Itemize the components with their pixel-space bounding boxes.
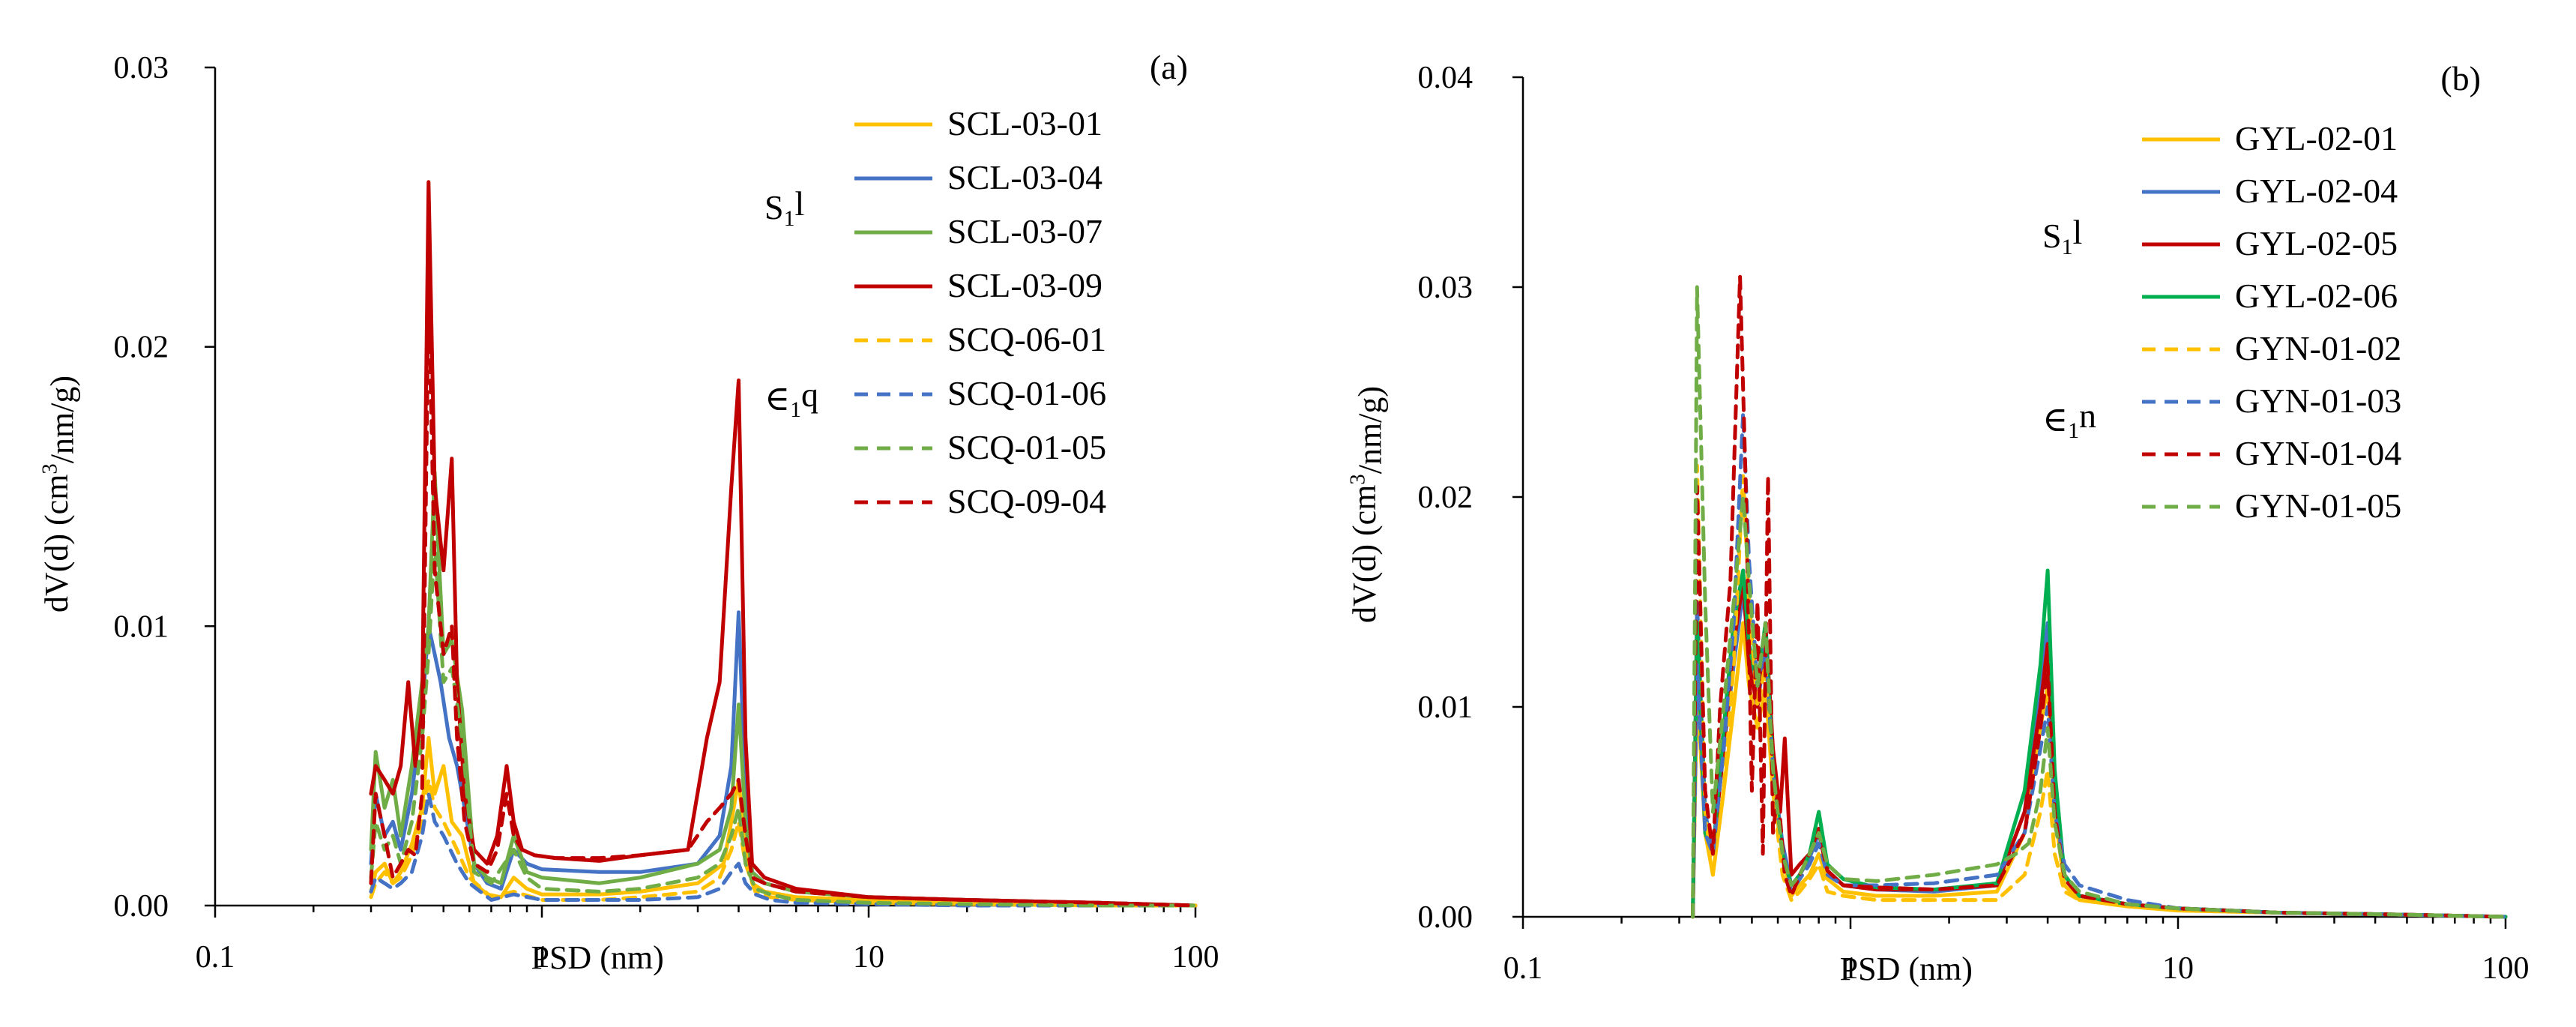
y-tick-label: 0.03 [114, 51, 169, 85]
chart-panel-b: 0.00 0.01 0.02 0.03 0.04 0.1 1 10 100 PSD (nm) dV(… [1346, 59, 2530, 987]
x-tick-label: 100 [1172, 940, 1219, 975]
panel-label: (b) [2440, 59, 2481, 97]
series-line-gyn-01-05 [1691, 285, 2508, 919]
series-line-gyn-01-04 [1691, 274, 2508, 919]
x-tick-label: 10 [2162, 951, 2194, 986]
series-line-scq-09-04 [369, 289, 1198, 908]
y-tick-label: 0.03 [1418, 271, 1473, 305]
series-line-scq-01-06 [369, 792, 1198, 908]
legend-label: GYN-01-05 [2235, 487, 2401, 525]
series-line-scl-03-04 [369, 610, 1198, 908]
legend-label: SCL-03-01 [947, 104, 1103, 142]
x-axis-title: PSD (nm) [1840, 951, 1973, 987]
y-tick-label: 0.00 [114, 889, 169, 924]
y-tick-label: 0.02 [1418, 481, 1473, 515]
legend-label: SCL-03-04 [947, 158, 1103, 196]
panel-label: (a) [1150, 48, 1188, 86]
x-tick-label: 100 [2482, 951, 2530, 986]
chart-panel-a: 0.00 0.01 0.02 0.03 0.1 1 10 100 PSD (nm) dV(d) (… [38, 48, 1219, 976]
y-tick-label: 0.02 [114, 331, 169, 365]
legend-label: GYL-02-06 [2235, 277, 2398, 315]
series-line-scl-03-09 [369, 180, 1198, 908]
legend-label: SCQ-01-05 [947, 428, 1106, 466]
legend-label: SCQ-01-06 [947, 374, 1106, 412]
group-label: S1​l [2042, 213, 2082, 259]
x-tick-label: 0.1 [1503, 951, 1543, 986]
x-axis-title: PSD (nm) [531, 939, 663, 976]
legend-label: SCL-03-07 [947, 212, 1103, 250]
x-tick-label: 1 [1843, 951, 1859, 986]
y-tick-label: 0.00 [1418, 900, 1473, 935]
legend-label: GYN-01-04 [2235, 434, 2401, 472]
y-tick-label: 0.01 [114, 609, 169, 644]
y-axis-title: dV(d) (cm3​/nm/g) [1346, 386, 1389, 623]
x-tick-label: 1 [534, 940, 550, 975]
legend-label: SCQ-09-04 [947, 482, 1106, 520]
legend-label: SCL-03-09 [947, 266, 1103, 304]
legend-label: GYN-01-02 [2235, 329, 2401, 367]
y-tick-label: 0.04 [1418, 61, 1473, 95]
legend-label: GYL-02-01 [2235, 119, 2398, 157]
y-axis-title: dV(d) (cm3​/nm/g) [38, 376, 81, 612]
legend-label: GYL-02-05 [2235, 224, 2398, 262]
series-line-scq-01-05 [369, 540, 1198, 908]
group-label: ∈1​q [764, 376, 818, 422]
legend-label: SCQ-06-01 [947, 320, 1106, 358]
group-label: S1​l [764, 184, 804, 231]
x-tick-label: 0.1 [196, 940, 235, 975]
legend-label: GYN-01-03 [2235, 382, 2401, 420]
series-line-gyn-01-02 [1691, 463, 2508, 919]
x-tick-label: 10 [853, 940, 884, 975]
group-label: ∈1​n [2042, 397, 2096, 443]
legend-label: GYL-02-04 [2235, 172, 2398, 210]
y-tick-label: 0.01 [1418, 690, 1473, 725]
